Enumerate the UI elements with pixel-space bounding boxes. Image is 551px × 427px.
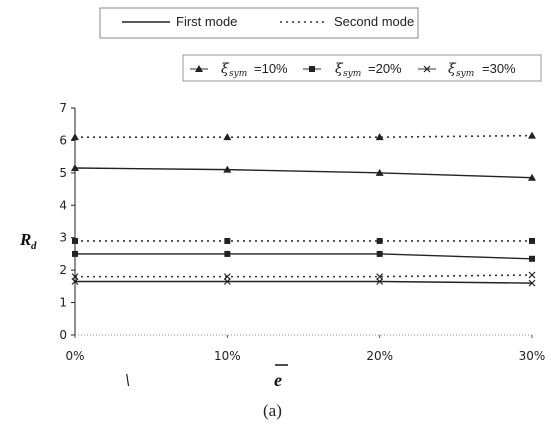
legend-damping-frame [182,54,542,82]
series-solid-triangle [71,163,536,181]
data-point-triangle [375,133,384,141]
legend-modes-frame [99,7,419,39]
data-point-x [71,273,79,281]
y-tick-label: 1 [59,296,67,310]
series-line [75,134,533,138]
legend-damping-symbol-10: ξ [221,61,230,77]
y-axis-title: R d [19,230,37,252]
data-point-triangle [71,163,79,171]
y-tick-label: 6 [59,133,67,147]
data-point-triangle [528,173,536,181]
legend-damping-item-20: ξ sym =20% [303,61,402,79]
x-axis-label: e [274,370,282,390]
y-tick-label: 5 [59,166,67,180]
series-dotted-square [72,237,535,244]
data-point-square [529,255,535,262]
data-point-triangle [528,131,536,139]
data-point-x [223,278,231,285]
data-point-square [376,250,383,257]
legend-modes: First mode Second mode [99,7,419,39]
series-line [74,167,533,179]
x-tick-label: 20% [366,349,393,363]
data-point-x [223,273,231,281]
legend-damping: ξ sym =10% ξ sym =20% ξ sym =30% [182,54,542,82]
data-point-triangle [223,133,232,141]
data-point-square [224,237,231,244]
legend-damping-symbol-20: ξ [335,61,344,77]
series-line [75,274,533,278]
data-point-triangle [223,165,232,173]
y-tick-label: 3 [59,231,67,245]
legend-damping-sub-30: sym [456,69,474,79]
legend-damping-symbol-30: ξ [448,61,457,77]
y-tick-label: 4 [59,198,67,212]
series-dotted-x [71,271,536,281]
square-marker-icon [309,66,315,72]
data-point-x [528,271,536,279]
x-tick-label: 10% [214,349,241,363]
x-tick-label: 30% [519,349,546,363]
legend-first-mode-label: First mode [176,14,237,29]
y-tick-label: 2 [59,263,67,277]
x-marker-icon [423,65,431,73]
y-axis-label-sub: d [31,240,37,252]
series-solid-x [71,278,536,287]
legend-damping-text-30: =30% [482,61,516,76]
legend-damping-sub-10: sym [229,69,247,79]
series-solid-square [72,250,535,262]
y-axis-label: R [19,230,31,249]
legend-damping-sub-20: sym [343,69,361,79]
legend-damping-item-10: ξ sym =10% [190,61,288,79]
data-point-x [376,273,384,281]
data-point-square [224,250,231,257]
y-tick-label: 0 [59,328,67,342]
data-point-x [71,278,79,285]
x-axis-title: e [274,364,288,390]
data-point-x [376,278,384,285]
y-tick-label: 7 [59,101,67,115]
axes: 0 1 2 3 4 5 6 7 0% 10% 20% 30% [59,101,545,363]
x-axis-mark: \ [125,370,130,390]
data-point-square [376,237,383,244]
series-line [75,280,533,284]
data-point-triangle [375,168,384,176]
x-tick-label: 0% [65,349,84,363]
data-point-x [528,279,536,287]
plot-area [71,131,536,287]
data-point-square [72,237,78,244]
legend-damping-item-30: ξ sym =30% [418,61,516,79]
figure-caption: (a) [263,401,282,420]
legend-second-mode-label: Second mode [334,14,414,29]
triangle-marker-icon [195,65,203,72]
series-line [75,253,533,260]
data-point-triangle [71,133,79,141]
data-point-square [529,237,535,244]
legend-damping-text-10: =10% [254,61,288,76]
data-point-square [72,250,78,257]
series-dotted-triangle [71,131,536,141]
legend-damping-text-20: =20% [368,61,402,76]
